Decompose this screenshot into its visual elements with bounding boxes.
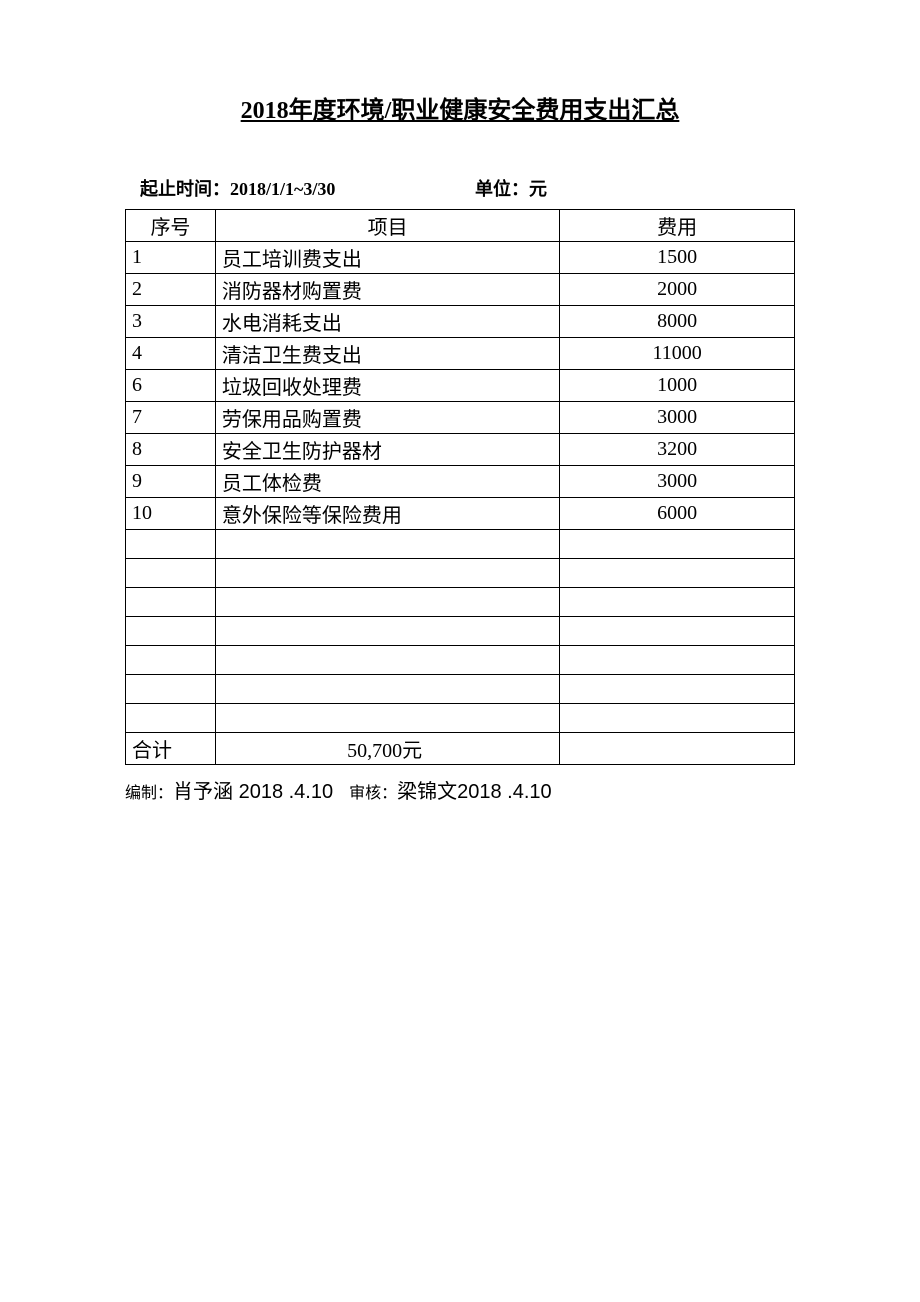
col-header-seq: 序号 bbox=[126, 210, 216, 242]
cell-item: 垃圾回收处理费 bbox=[215, 370, 559, 402]
cell-item bbox=[215, 559, 559, 588]
cell-item: 劳保用品购置费 bbox=[215, 402, 559, 434]
cell-cost bbox=[560, 675, 795, 704]
table-header-row: 序号 项目 费用 bbox=[126, 210, 795, 242]
footer-row: 编制： 肖予涵 2018 .4.10 审核： 梁锦文2018 .4.10 bbox=[125, 775, 920, 804]
table-row bbox=[126, 617, 795, 646]
period-value: 2018/1/1~3/30 bbox=[230, 179, 335, 199]
cell-item: 员工体检费 bbox=[215, 466, 559, 498]
cell-item bbox=[215, 704, 559, 733]
total-value: 50,700元 bbox=[215, 733, 559, 765]
table-row: 7劳保用品购置费3000 bbox=[126, 402, 795, 434]
cell-seq bbox=[126, 704, 216, 733]
cell-item: 意外保险等保险费用 bbox=[215, 498, 559, 530]
period-label: 起止时间： bbox=[140, 179, 230, 199]
unit-label: 单位： bbox=[475, 179, 529, 199]
cell-cost: 1000 bbox=[560, 370, 795, 402]
cell-seq bbox=[126, 675, 216, 704]
table-row bbox=[126, 675, 795, 704]
cell-seq bbox=[126, 530, 216, 559]
total-blank bbox=[560, 733, 795, 765]
cell-cost: 3200 bbox=[560, 434, 795, 466]
cell-item bbox=[215, 675, 559, 704]
cell-cost bbox=[560, 559, 795, 588]
cell-item bbox=[215, 588, 559, 617]
meta-period: 起止时间：2018/1/1~3/30 bbox=[140, 175, 475, 201]
cell-cost bbox=[560, 704, 795, 733]
cell-seq bbox=[126, 646, 216, 675]
table-row: 6垃圾回收处理费1000 bbox=[126, 370, 795, 402]
col-header-item: 项目 bbox=[215, 210, 559, 242]
cell-seq: 7 bbox=[126, 402, 216, 434]
table-row bbox=[126, 588, 795, 617]
cell-cost bbox=[560, 646, 795, 675]
table-row bbox=[126, 530, 795, 559]
table-row: 8安全卫生防护器材3200 bbox=[126, 434, 795, 466]
table-row bbox=[126, 559, 795, 588]
cell-seq: 9 bbox=[126, 466, 216, 498]
cell-item: 安全卫生防护器材 bbox=[215, 434, 559, 466]
cell-seq bbox=[126, 588, 216, 617]
cell-cost: 8000 bbox=[560, 306, 795, 338]
cell-cost: 3000 bbox=[560, 466, 795, 498]
total-label: 合计 bbox=[126, 733, 216, 765]
table-total-row: 合计 50,700元 bbox=[126, 733, 795, 765]
reviewer-label: 审核： bbox=[349, 779, 397, 803]
cell-seq: 6 bbox=[126, 370, 216, 402]
unit-value: 元 bbox=[529, 179, 547, 199]
cell-seq: 3 bbox=[126, 306, 216, 338]
cell-item: 消防器材购置费 bbox=[215, 274, 559, 306]
cell-seq: 2 bbox=[126, 274, 216, 306]
table-row: 9员工体检费3000 bbox=[126, 466, 795, 498]
cell-cost bbox=[560, 530, 795, 559]
cell-item: 清洁卫生费支出 bbox=[215, 338, 559, 370]
cell-cost: 2000 bbox=[560, 274, 795, 306]
cell-seq: 10 bbox=[126, 498, 216, 530]
table-row: 2消防器材购置费2000 bbox=[126, 274, 795, 306]
table-row: 1员工培训费支出1500 bbox=[126, 242, 795, 274]
cell-item: 水电消耗支出 bbox=[215, 306, 559, 338]
cell-cost: 6000 bbox=[560, 498, 795, 530]
table-row: 3水电消耗支出8000 bbox=[126, 306, 795, 338]
cell-item bbox=[215, 530, 559, 559]
page-title: 2018年度环境/职业健康安全费用支出汇总 bbox=[0, 90, 920, 125]
table-row bbox=[126, 704, 795, 733]
cell-item bbox=[215, 617, 559, 646]
cell-seq: 4 bbox=[126, 338, 216, 370]
table-row: 4清洁卫生费支出11000 bbox=[126, 338, 795, 370]
table-row: 10意外保险等保险费用6000 bbox=[126, 498, 795, 530]
table-row bbox=[126, 646, 795, 675]
cell-cost: 1500 bbox=[560, 242, 795, 274]
cell-cost: 3000 bbox=[560, 402, 795, 434]
expense-table-container: 序号 项目 费用 1员工培训费支出15002消防器材购置费20003水电消耗支出… bbox=[125, 209, 795, 765]
reviewer-value: 梁锦文2018 .4.10 bbox=[397, 775, 552, 804]
cell-cost bbox=[560, 588, 795, 617]
expense-table: 序号 项目 费用 1员工培训费支出15002消防器材购置费20003水电消耗支出… bbox=[125, 209, 795, 765]
cell-item: 员工培训费支出 bbox=[215, 242, 559, 274]
meta-unit: 单位：元 bbox=[475, 175, 547, 201]
cell-seq: 1 bbox=[126, 242, 216, 274]
cell-item bbox=[215, 646, 559, 675]
col-header-cost: 费用 bbox=[560, 210, 795, 242]
author-label: 编制： bbox=[125, 779, 173, 803]
cell-cost: 11000 bbox=[560, 338, 795, 370]
cell-cost bbox=[560, 617, 795, 646]
cell-seq bbox=[126, 559, 216, 588]
cell-seq bbox=[126, 617, 216, 646]
author-value: 肖予涵 2018 .4.10 bbox=[173, 775, 333, 804]
cell-seq: 8 bbox=[126, 434, 216, 466]
meta-row: 起止时间：2018/1/1~3/30 单位：元 bbox=[0, 175, 920, 201]
